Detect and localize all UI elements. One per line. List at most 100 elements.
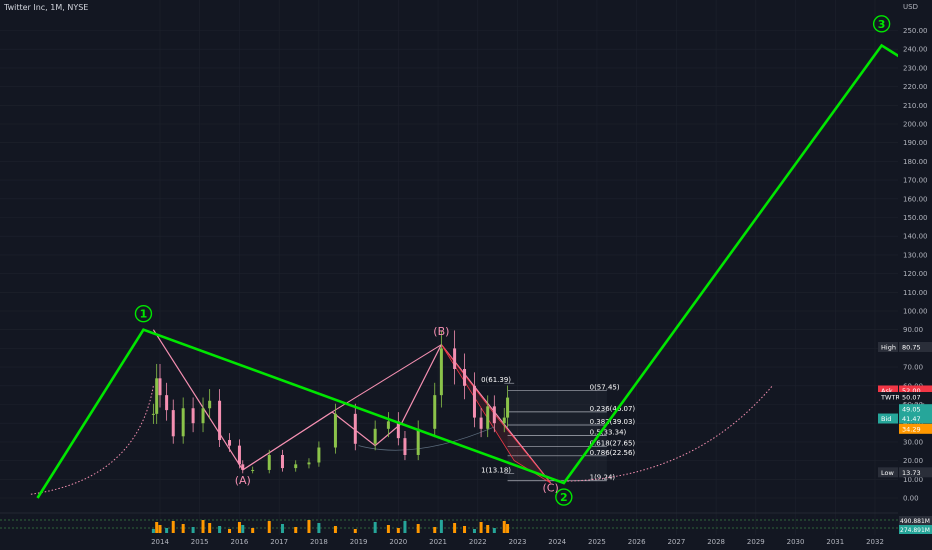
- volume-bar: [453, 523, 457, 533]
- y-tick-label: 0.00: [903, 495, 919, 503]
- volume-bar: [333, 526, 337, 533]
- price-badge-value-bg: [899, 413, 932, 424]
- dotted-arc: [30, 385, 154, 495]
- fib-level-label: 1(13.18): [481, 466, 511, 474]
- price-badge-value: 13.73: [902, 469, 921, 477]
- x-tick-label: 2030: [787, 538, 805, 546]
- volume-bar: [317, 523, 321, 533]
- price-badge-value: 52.00: [902, 387, 921, 395]
- fib-level-label: 0.786(22.56): [590, 449, 636, 457]
- time-axis: 2014 2015 2016 2017 2018 2019 2020 2021 2022 2023…: [151, 538, 884, 546]
- y-tick-label: 20.00: [903, 457, 923, 465]
- wave-circle: [134, 305, 153, 323]
- fib-level-label: 0.382(39.03): [590, 418, 636, 426]
- x-tick-label: 2024: [548, 538, 566, 546]
- y-tick-label: 190.00: [903, 139, 928, 147]
- candle-body: [433, 395, 437, 429]
- x-tick-label: 2028: [707, 538, 725, 546]
- x-tick-label: 2020: [389, 538, 407, 546]
- candle-body: [237, 445, 241, 465]
- x-tick-label: 2021: [429, 538, 447, 546]
- x-tick-label: 2025: [588, 538, 606, 546]
- candle-body: [165, 395, 169, 411]
- candle-body: [439, 348, 443, 396]
- volume-pane: [0, 512, 898, 533]
- fib-level-label: 1(9.24): [590, 474, 616, 482]
- wave-label: (B): [433, 325, 449, 338]
- candle-body: [158, 378, 162, 396]
- candle-body: [151, 413, 155, 415]
- x-tick-label: 2017: [270, 538, 288, 546]
- price-badge-label: Low: [881, 469, 894, 477]
- y-tick-label: 140.00: [903, 233, 928, 241]
- volume-bar: [479, 522, 483, 533]
- price-badge-value: 34.29: [902, 425, 921, 433]
- volume-badge-value: 274.891M: [900, 527, 930, 534]
- price-badge-tag: [878, 341, 898, 352]
- volume-badge-value: 490.881M: [900, 518, 930, 525]
- volume-bar: [165, 528, 169, 533]
- volume-bar: [280, 524, 284, 533]
- dotted-arc: [563, 385, 773, 482]
- y-tick-label: 40.00: [903, 420, 923, 428]
- y-tick-label: 30.00: [903, 438, 923, 446]
- volume-bar: [155, 522, 159, 533]
- y-tick-label: 130.00: [903, 251, 928, 259]
- currency-label: USD: [903, 3, 918, 11]
- price-badge-value-bg: [899, 404, 932, 415]
- candle-body: [191, 408, 195, 424]
- y-tick-label: 150.00: [903, 214, 928, 222]
- volume-bar: [433, 527, 437, 533]
- price-badge-value: 49.05: [902, 406, 921, 414]
- volume-bar: [502, 521, 506, 533]
- volume-bar: [439, 520, 443, 533]
- candle-body: [228, 440, 232, 446]
- wave-label: 1: [140, 308, 148, 321]
- volume-bar: [463, 526, 467, 533]
- price-badge-value-bg: [899, 467, 932, 478]
- y-tick-label: 10.00: [903, 476, 923, 484]
- y-tick-label: 160.00: [903, 195, 928, 203]
- price-badge-value-bg: [899, 392, 932, 403]
- candle-body: [267, 454, 271, 470]
- wave-label: (C): [542, 481, 558, 494]
- price-axis-bg: [898, 0, 932, 550]
- candle-body: [479, 417, 483, 429]
- price-axis: USD0.0010.0020.0030.0040.0050.0060.0070.…: [898, 0, 932, 550]
- volume-bar: [241, 525, 245, 533]
- price-badge-value: 50.07: [902, 394, 921, 402]
- candle-body: [307, 462, 311, 465]
- x-tick-label: 2026: [628, 538, 646, 546]
- gridlines: [0, 0, 898, 535]
- x-tick-label: 2019: [350, 538, 368, 546]
- fib-retracement: 0(57.45) 0.236(46.07) 0.382(39.03) 0.5(33.3…: [481, 376, 635, 482]
- price-badge-tag: [878, 467, 898, 478]
- fib-zone: [507, 390, 607, 481]
- price-badge-label: TWTR: [880, 394, 900, 402]
- volume-bar: [486, 525, 490, 533]
- volume-bar: [218, 526, 222, 533]
- volume-badge-bg: [899, 516, 932, 525]
- y-tick-label: 120.00: [903, 270, 928, 278]
- volume-bar: [181, 524, 185, 533]
- y-tick-label: 210.00: [903, 102, 928, 110]
- wave-label: (A): [235, 474, 251, 487]
- wave-label: 2: [560, 491, 568, 504]
- volume-bar: [191, 527, 195, 533]
- x-tick-label: 2014: [151, 538, 169, 546]
- candle-body: [353, 413, 357, 444]
- candle-body: [492, 406, 496, 424]
- candle-body: [181, 408, 185, 437]
- price-badge-value-bg: [899, 385, 932, 396]
- fib-level-label: 0.618(27.65): [590, 439, 636, 447]
- candle-body: [453, 348, 457, 369]
- y-tick-label: 200.00: [903, 121, 928, 129]
- volume-bar: [506, 524, 510, 533]
- y-tick-label: 230.00: [903, 64, 928, 72]
- fib-level-label: 0(57.45): [590, 384, 620, 392]
- price-badge-tag: [878, 392, 898, 403]
- candle-body: [171, 410, 175, 437]
- volume-bar: [294, 527, 298, 533]
